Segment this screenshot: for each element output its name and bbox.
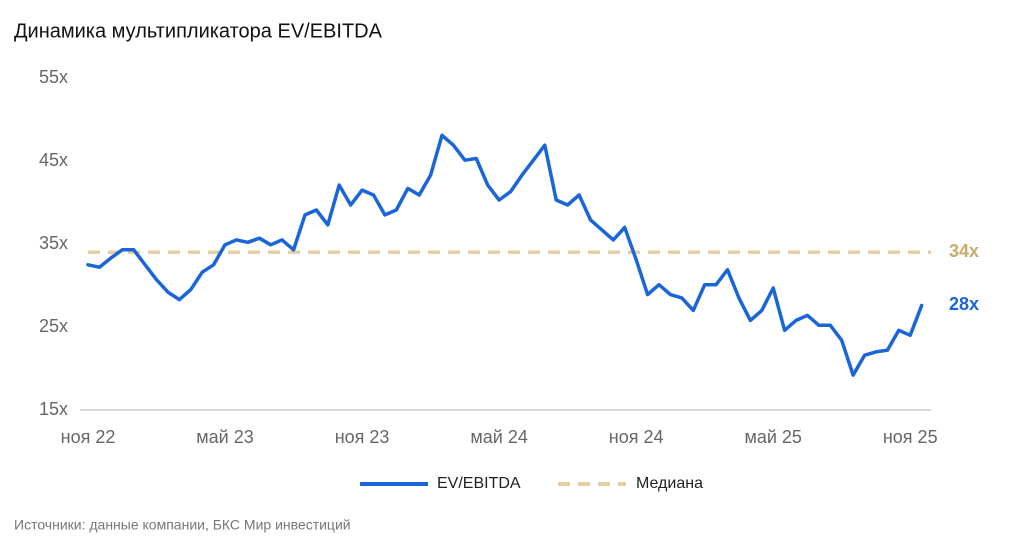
y-tick-label: 35x: [39, 233, 68, 253]
y-tick-label: 45x: [39, 150, 68, 170]
x-tick-label: ноя 24: [609, 427, 664, 447]
x-tick-label: май 25: [744, 427, 801, 447]
x-tick-label: ноя 23: [335, 427, 390, 447]
legend: EV/EBITDA Медиана: [360, 475, 703, 492]
y-tick-label: 55x: [39, 67, 68, 87]
y-tick-label: 25x: [39, 316, 68, 336]
chart-title: Динамика мультипликатора EV/EBITDA: [14, 20, 383, 42]
x-tick-label: ноя 22: [61, 427, 116, 447]
x-tick-label: май 24: [470, 427, 527, 447]
x-tick-label: май 23: [196, 427, 253, 447]
source-note: Источники: данные компании, БКС Мир инве…: [14, 517, 351, 533]
end-label: 28x: [949, 294, 979, 314]
median-label: 34x: [949, 241, 979, 261]
legend-label: EV/EBITDA: [437, 475, 521, 492]
x-tick-label: ноя 25: [883, 427, 938, 447]
series-line: [86, 133, 924, 377]
legend-label: Медиана: [636, 475, 703, 492]
y-tick-label: 15x: [39, 399, 68, 419]
